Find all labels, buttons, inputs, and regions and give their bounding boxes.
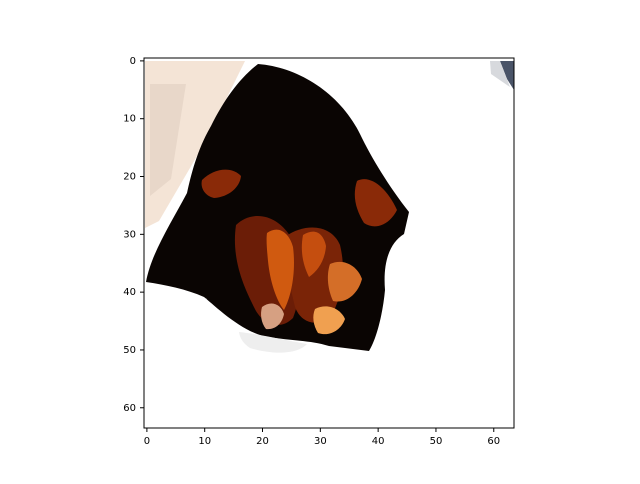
cheek-patch [301, 231, 326, 277]
y-tick-label: 10 [123, 114, 136, 125]
x-tick-label: 60 [487, 436, 500, 447]
y-tick-label: 20 [123, 172, 136, 183]
nose-patch [266, 229, 294, 310]
left-ear-patch [201, 169, 241, 198]
left-light-patch [146, 286, 207, 305]
upper-right-shade [490, 61, 510, 87]
axes-frame [143, 57, 515, 429]
right-ear-patch [354, 179, 397, 227]
y-axis: 0 10 20 30 40 50 60 [123, 56, 144, 414]
bottom-highlight [239, 332, 307, 353]
left-shade-strip [150, 84, 186, 196]
chin-patch [261, 303, 284, 330]
y-tick-label: 60 [123, 403, 136, 414]
x-tick-label: 10 [198, 436, 211, 447]
y-tick-label: 50 [123, 345, 136, 356]
y-tick-label: 30 [123, 229, 136, 240]
upper-right-corner [500, 61, 514, 90]
y-tick-label: 40 [123, 287, 136, 298]
image-layer [144, 58, 514, 428]
face-right-patch [285, 227, 343, 323]
x-tick-label: 30 [314, 436, 327, 447]
y-tick-label: 0 [130, 56, 136, 67]
x-axis: 0 10 20 30 40 50 60 [144, 428, 500, 447]
x-tick-label: 20 [256, 436, 269, 447]
x-tick-label: 50 [430, 436, 443, 447]
x-tick-label: 40 [372, 436, 385, 447]
right-cheek-patch [327, 261, 362, 302]
paw-patch [313, 306, 345, 335]
x-tick-label: 0 [144, 436, 150, 447]
